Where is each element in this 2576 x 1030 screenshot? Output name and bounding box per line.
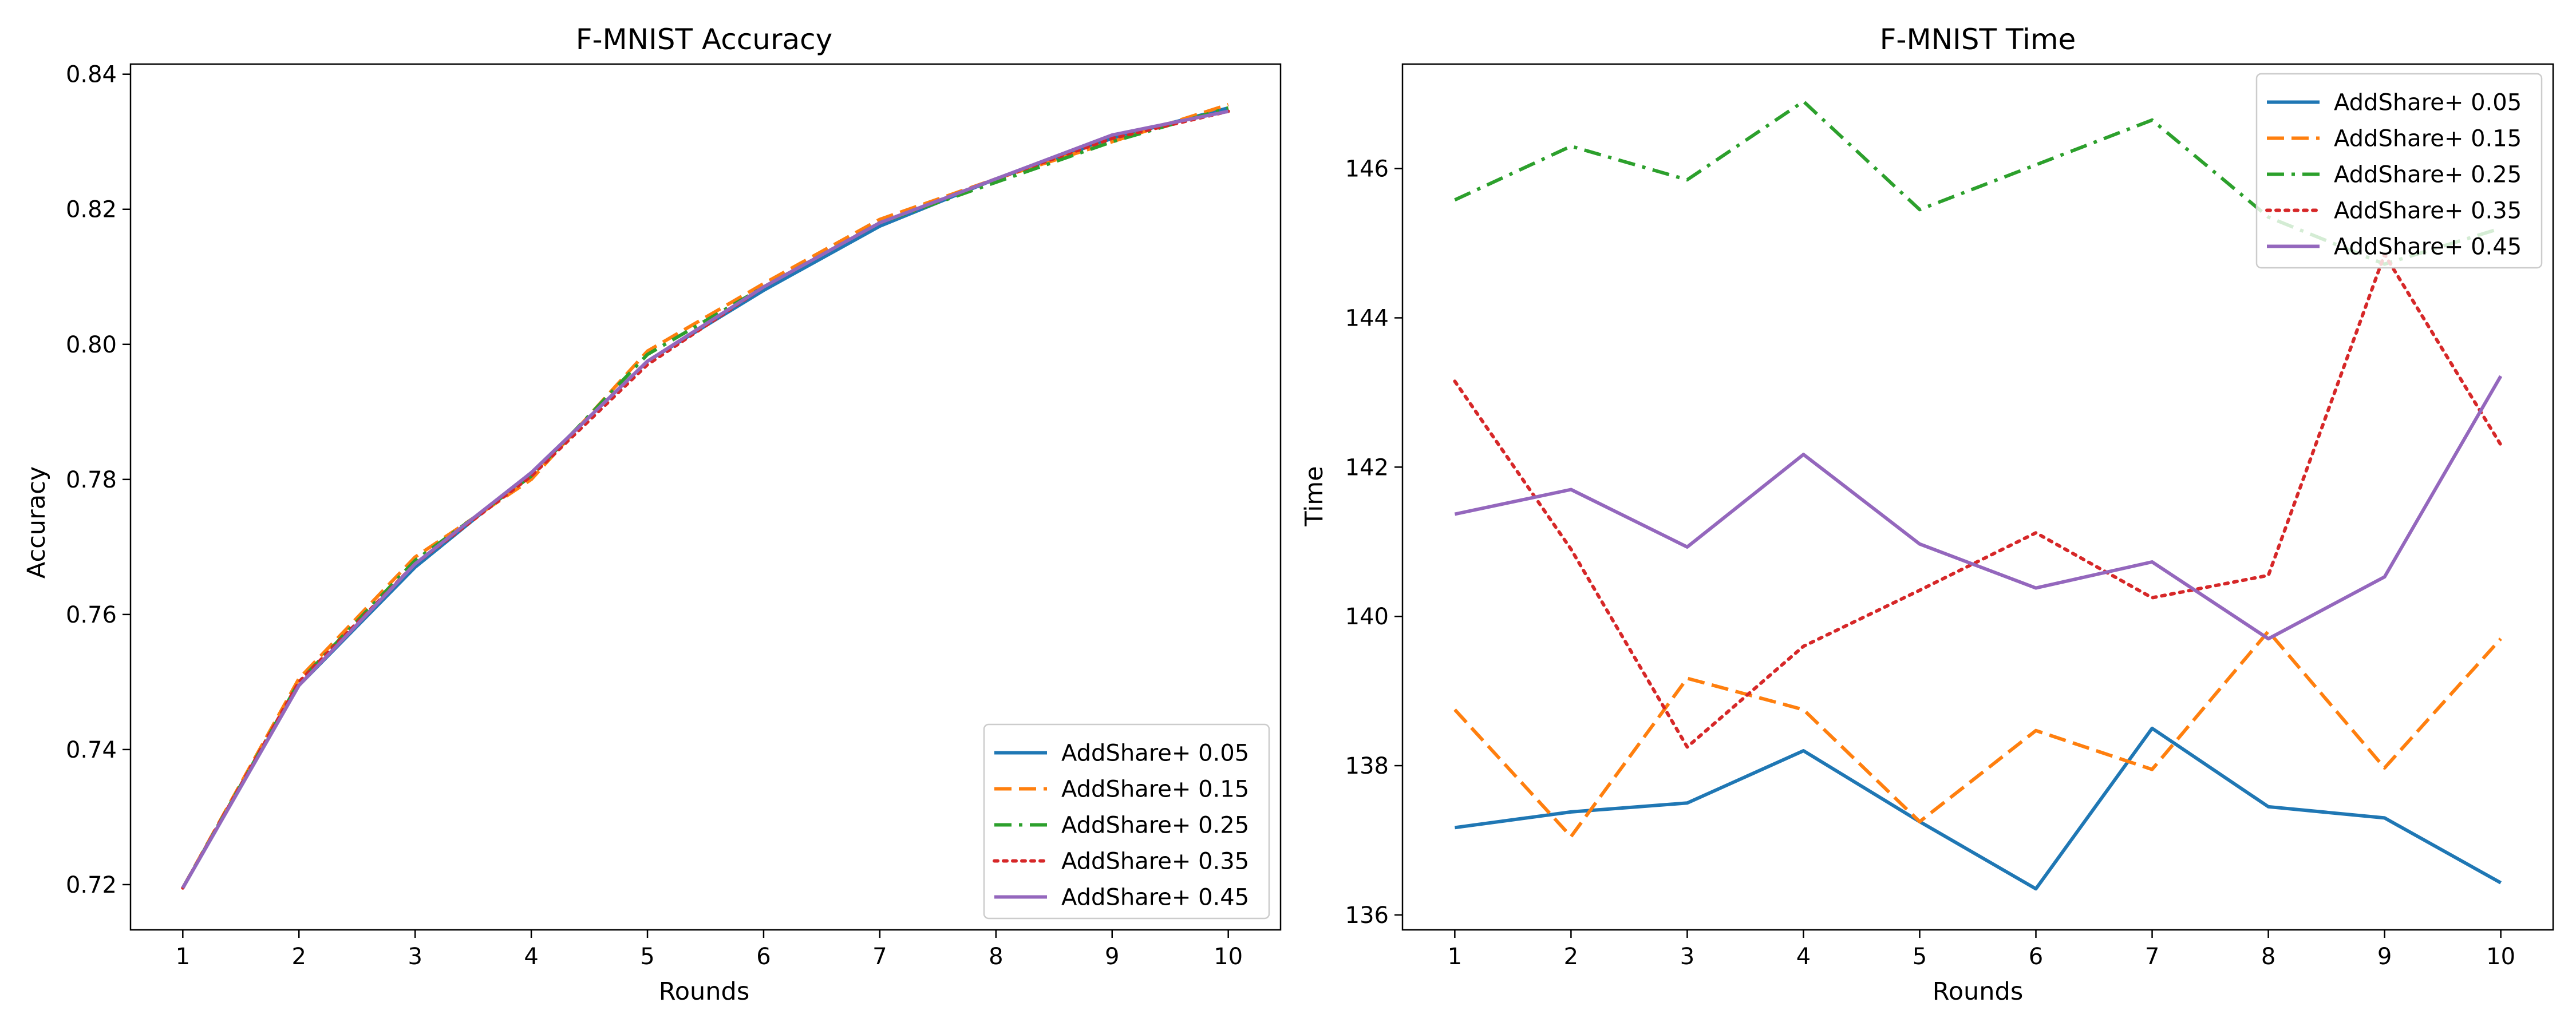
- y-tick-label: 142: [1345, 454, 1389, 481]
- x-tick-label: 5: [640, 944, 654, 970]
- series-line-0: [1454, 726, 2502, 891]
- x-tick-label: 3: [1680, 944, 1694, 970]
- legend-label-1: AddShare+ 0.15: [1061, 777, 1249, 803]
- x-tick-label: 6: [756, 944, 771, 970]
- legend-label-0: AddShare+ 0.05: [1061, 740, 1249, 767]
- legend-label-4: AddShare+ 0.45: [1061, 885, 1249, 911]
- accuracy-chart-xlabel: Rounds: [659, 977, 749, 1006]
- x-tick-label: 10: [2486, 944, 2515, 970]
- x-tick-label: 2: [1564, 944, 1578, 970]
- axes-frame: [129, 63, 1282, 931]
- x-tick-label: 7: [2145, 944, 2159, 970]
- x-tick-label: 1: [176, 944, 190, 970]
- series-lines: [1453, 100, 2503, 891]
- time-chart-ylabel: Time: [1300, 466, 1329, 526]
- y-tick-label: 0.76: [66, 602, 117, 628]
- y-tick-label: 136: [1345, 902, 1389, 929]
- y-tick-label: 144: [1345, 305, 1389, 331]
- x-tick-label: 9: [1105, 944, 1119, 970]
- x-tick-label: 4: [524, 944, 538, 970]
- y-tick-label: 0.82: [66, 197, 117, 223]
- legend-box: [2255, 73, 2543, 269]
- y-tick-label: 146: [1345, 156, 1389, 183]
- legend: AddShare+ 0.05 AddShare+ 0.15 AddShare+ 0.…: [2255, 73, 2543, 269]
- axes-frame: [1401, 63, 2554, 931]
- x-tick-label: 6: [2029, 944, 2043, 970]
- legend-label-2: AddShare+ 0.25: [2334, 162, 2522, 188]
- y-tick-label: 0.78: [66, 467, 117, 493]
- series-lines: [181, 102, 1230, 890]
- y-tick-label: 138: [1345, 753, 1389, 779]
- series-line-1: [1453, 629, 2502, 838]
- legend-label-3: AddShare+ 0.35: [2334, 198, 2522, 224]
- x-tick-label: 8: [2261, 944, 2275, 970]
- x-tick-label: 5: [1913, 944, 1927, 970]
- y-tick-label: 0.84: [66, 62, 117, 88]
- x-tick-label: 4: [1796, 944, 1811, 970]
- series-line-3: [1453, 252, 2503, 749]
- x-tick-label: 9: [2377, 944, 2392, 970]
- x-tick-label: 8: [989, 944, 1003, 970]
- series-line-4: [181, 109, 1229, 889]
- legend-box: [983, 723, 1270, 920]
- series-line-4: [1454, 375, 2503, 641]
- legend-label-1: AddShare+ 0.15: [2334, 126, 2522, 152]
- legend: AddShare+ 0.05 AddShare+ 0.15 AddShare+ 0.…: [983, 723, 1270, 920]
- y-tick-label: 140: [1345, 604, 1389, 630]
- time-chart-xlabel: Rounds: [1933, 977, 2023, 1006]
- x-tick-label: 10: [1214, 944, 1243, 970]
- x-tick-label: 2: [292, 944, 306, 970]
- accuracy-chart: F-MNIST Accuracy Rounds Accuracy 1 2 3 4 5 6 7…: [22, 23, 1282, 1006]
- accuracy-chart-ylabel: Accuracy: [22, 466, 51, 579]
- y-tick-label: 0.72: [66, 872, 117, 898]
- y-tick-label: 0.74: [66, 737, 117, 763]
- y-tick-label: 0.80: [66, 332, 117, 358]
- legend-label-3: AddShare+ 0.35: [1061, 849, 1249, 875]
- series-line-2: [1454, 100, 2502, 266]
- legend-label-2: AddShare+ 0.25: [1061, 813, 1249, 839]
- legend-label-4: AddShare+ 0.45: [2334, 234, 2522, 260]
- x-tick-label: 1: [1448, 944, 1462, 970]
- accuracy-chart-title: F-MNIST Accuracy: [576, 23, 833, 56]
- legend-label-0: AddShare+ 0.05: [2334, 90, 2522, 116]
- x-tick-label: 3: [408, 944, 422, 970]
- time-chart: F-MNIST Time Rounds Time 1 2 3 4 5 6 7 8 9 10 136 1…: [1300, 23, 2554, 1006]
- x-tick-label: 7: [872, 944, 887, 970]
- time-chart-title: F-MNIST Time: [1880, 23, 2076, 56]
